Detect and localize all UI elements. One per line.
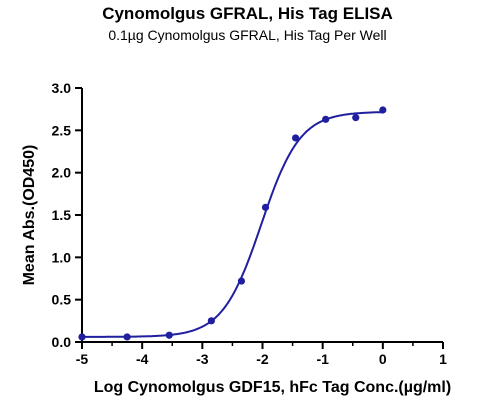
chart-title: Cynomolgus GFRAL, His Tag ELISA xyxy=(102,4,393,23)
x-tick-label: -3 xyxy=(196,351,209,367)
data-point xyxy=(322,115,330,123)
x-tick-label: 1 xyxy=(439,351,447,367)
y-tick-label: 3.0 xyxy=(52,80,72,96)
y-tick-label: 1.0 xyxy=(52,249,72,265)
data-point xyxy=(123,333,131,341)
y-tick-label: 1.5 xyxy=(52,207,72,223)
data-point xyxy=(379,106,387,114)
data-point xyxy=(78,333,86,341)
data-point xyxy=(291,134,300,142)
data-point xyxy=(352,114,360,122)
y-axis-title: Mean Abs.(OD450) xyxy=(21,145,38,286)
y-tick-label: 2.5 xyxy=(52,122,72,138)
data-point xyxy=(261,203,270,211)
x-tick-label: -4 xyxy=(136,351,149,367)
y-tick-label: 0.0 xyxy=(52,334,72,350)
data-point xyxy=(207,317,215,325)
x-tick-label: -2 xyxy=(256,351,269,367)
x-tick-label: 0 xyxy=(379,351,387,367)
x-tick-label: -5 xyxy=(76,351,89,367)
y-tick-label: 2.0 xyxy=(52,165,72,181)
x-tick-label: -1 xyxy=(316,351,329,367)
chart-subtitle: 0.1µg Cynomolgus GFRAL, His Tag Per Well xyxy=(108,27,387,43)
fit-curve xyxy=(82,111,383,338)
y-tick-label: 0.5 xyxy=(52,292,72,308)
x-axis-title: Log Cynomolgus GDF15, hFc Tag Conc.(µg/m… xyxy=(94,379,451,396)
data-point xyxy=(237,277,246,285)
data-point xyxy=(165,331,173,339)
